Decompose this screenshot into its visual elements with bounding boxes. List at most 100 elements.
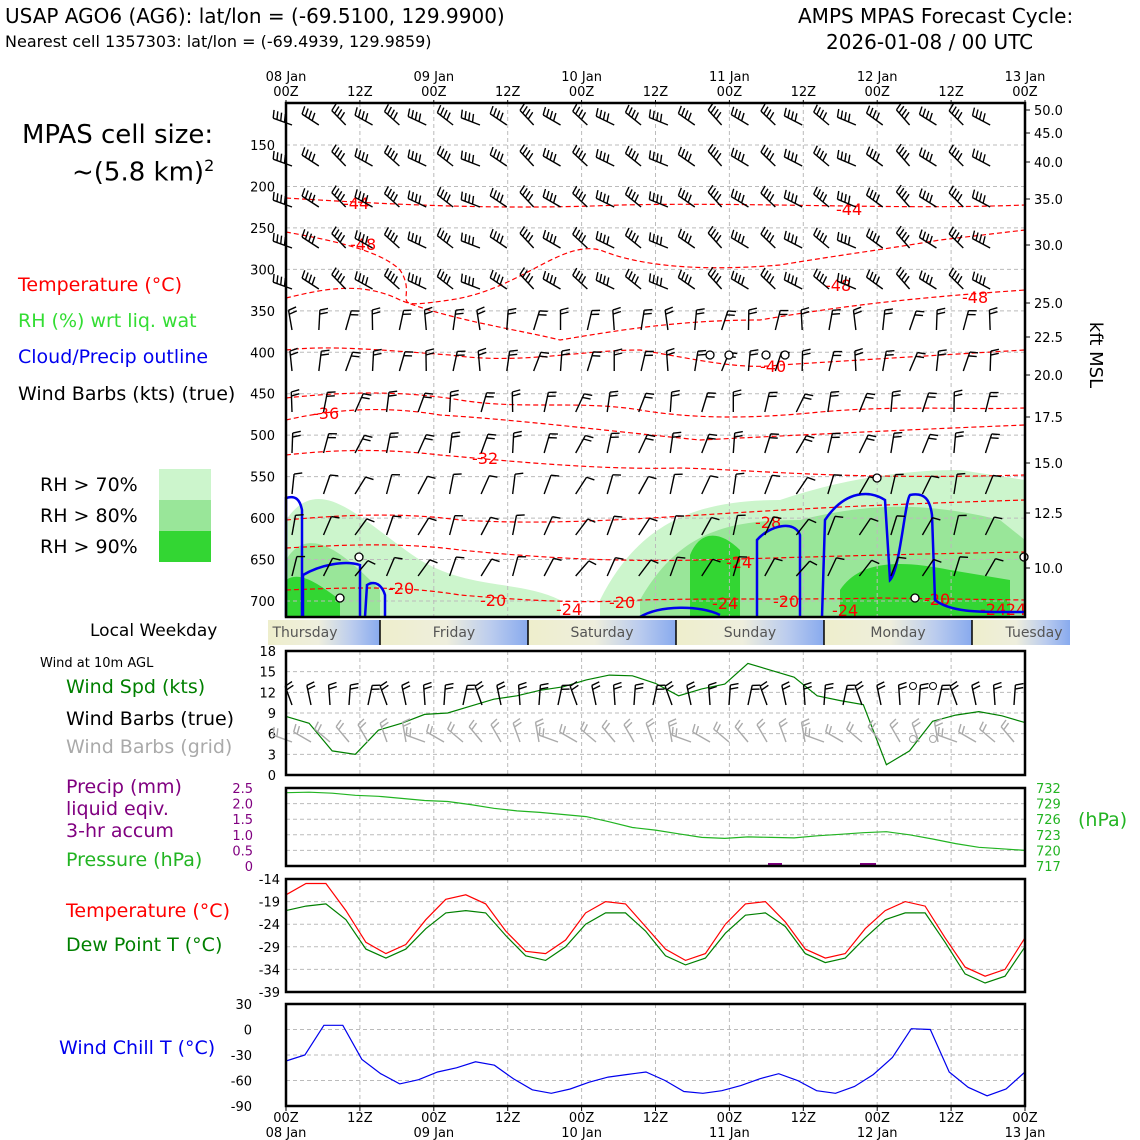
wind-barb xyxy=(322,391,336,413)
wind-barb-flag xyxy=(436,186,442,195)
wind-barb-flag xyxy=(671,389,680,393)
wind-barb xyxy=(291,555,306,577)
wind-barb-flag xyxy=(450,393,459,397)
wind-barb-flag xyxy=(423,396,432,399)
wind-barb xyxy=(795,560,818,577)
top-hour-tick-label: 12Z xyxy=(791,85,817,100)
wind-barb-flag xyxy=(903,275,910,284)
wind-barb-flag xyxy=(652,233,655,243)
wind-barb-flag xyxy=(928,112,933,121)
wind-barb-flag xyxy=(333,188,340,196)
wind-barb-flag xyxy=(849,723,854,733)
wind-barb-flag xyxy=(522,146,528,155)
temperature-contour xyxy=(285,499,1026,523)
wind-barb-flag xyxy=(760,144,766,153)
wind-barb xyxy=(401,681,411,706)
wind-barb-flag xyxy=(276,111,279,120)
wind-barb-flag xyxy=(414,275,418,285)
wind-barb-flag xyxy=(614,352,623,356)
wind-barb-flag xyxy=(560,311,569,315)
wind-barb-flag xyxy=(612,306,621,311)
wind-barb xyxy=(291,430,301,454)
wind-barb-flag xyxy=(844,235,847,244)
wind-barb-staff xyxy=(575,518,589,536)
wind-barb-flag xyxy=(286,684,294,691)
wind-barb xyxy=(519,185,535,208)
wind-barb xyxy=(677,105,696,126)
rh-legend-swatch xyxy=(159,500,211,531)
bottom-date-tick-label: 13 Jan xyxy=(1005,1126,1046,1140)
wind-barb-flag xyxy=(794,113,798,122)
wind-barb-flag xyxy=(336,232,343,240)
wind-barb-flag xyxy=(542,106,547,116)
wind-barb xyxy=(652,684,666,706)
wind-barb xyxy=(858,517,879,536)
wind-barb-flag xyxy=(455,312,464,315)
wind-barb xyxy=(747,307,758,331)
wind-barb xyxy=(543,557,562,577)
wind-barb xyxy=(781,681,791,706)
wind-barb-flag xyxy=(898,269,905,278)
wind-barb-flag xyxy=(870,517,879,522)
wind-barb-flag xyxy=(844,194,847,203)
wind-barb xyxy=(921,475,940,495)
temperature-contour-label: -20 xyxy=(388,579,414,598)
wind-barb-flag xyxy=(787,232,791,241)
wind-barb-staff xyxy=(827,474,835,495)
wind-barb-flag xyxy=(869,107,874,116)
wind-barb-flag xyxy=(954,273,960,281)
wind-barb-flag xyxy=(418,236,422,245)
wind-barb-flag xyxy=(491,558,500,563)
precip-tick-label: 1.5 xyxy=(232,813,253,828)
wind-barb-flag xyxy=(901,272,908,281)
precip-tick-label: 1.0 xyxy=(232,829,253,844)
wind-barb-flag xyxy=(386,147,393,156)
wind-barb-staff xyxy=(953,556,961,577)
wind-barb-flag xyxy=(922,149,927,158)
wind-barb-flag xyxy=(272,232,275,242)
wind-barb-flag xyxy=(684,274,689,283)
wind-barb-staff xyxy=(858,559,873,577)
wind-barb-flag xyxy=(901,231,908,240)
wind-barb-flag xyxy=(726,314,735,317)
pressure-tick-label: 450 xyxy=(250,388,275,403)
wind-barb xyxy=(272,109,293,126)
wind-barb xyxy=(401,718,412,743)
wind-barb-flag xyxy=(684,233,689,242)
wind-barb xyxy=(572,267,588,290)
wind-barb-flag xyxy=(599,232,603,242)
wind-barb-flag xyxy=(686,681,695,687)
wind-barb-flag xyxy=(733,393,742,397)
weekday-cell xyxy=(824,620,972,645)
wind-barb-flag xyxy=(409,728,412,737)
wind-barb-flag xyxy=(649,517,658,522)
wind-barb-flag xyxy=(389,273,395,282)
wind-barb-flag xyxy=(471,236,475,246)
wind-barb-flag xyxy=(386,106,393,115)
wind-barb-flag xyxy=(903,152,910,161)
wind-barb xyxy=(476,306,486,331)
wind-barb-staff xyxy=(385,474,393,495)
wind-barb xyxy=(800,718,811,743)
wind-barb-flag xyxy=(847,113,851,122)
wind-barb-flag xyxy=(331,226,337,234)
weekday-cell xyxy=(972,620,1070,645)
wind-barb-flag xyxy=(708,433,718,437)
wind-barb-flag xyxy=(730,270,735,279)
wind-barb-flag xyxy=(527,152,534,161)
wind-barb-flag xyxy=(872,233,877,242)
wind-barb-flag xyxy=(293,472,303,475)
wind-barb-staff xyxy=(606,515,615,536)
wind-barb-flag xyxy=(819,273,825,282)
wind-barb xyxy=(543,516,561,536)
wind-barb xyxy=(511,514,525,536)
wind-barb-flag xyxy=(794,195,798,204)
wind-barb-flag xyxy=(982,113,986,122)
wind-barb-flag xyxy=(366,518,375,523)
wind-barb-flag xyxy=(715,111,722,120)
wind-barb-flag xyxy=(736,472,745,475)
wind-barb xyxy=(908,351,926,372)
wind-barb xyxy=(648,150,669,167)
wind-barb xyxy=(828,350,843,372)
wind-barb-flag xyxy=(816,270,822,280)
